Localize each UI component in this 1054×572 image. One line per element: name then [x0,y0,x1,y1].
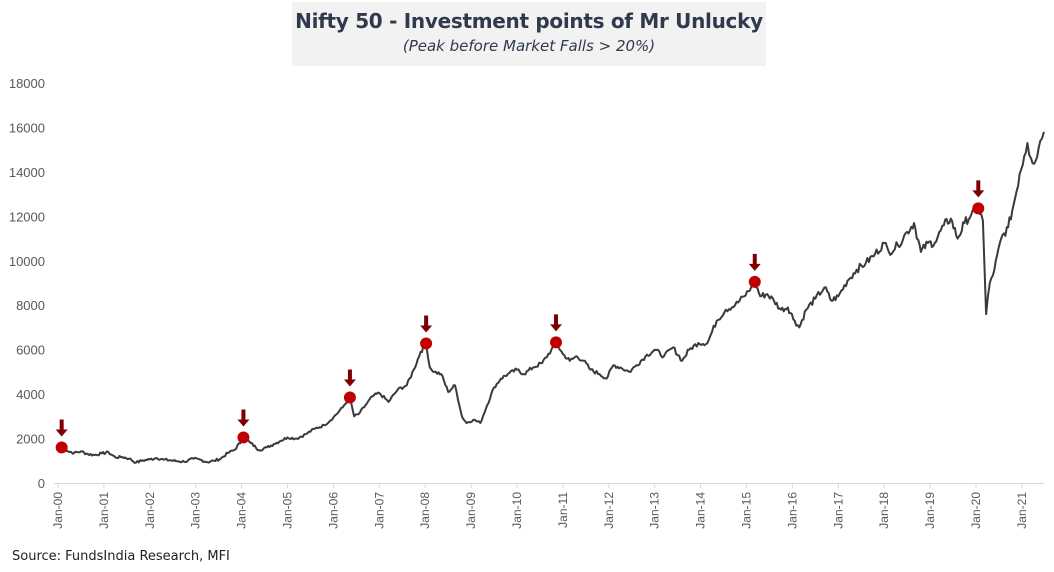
peak-marker [550,336,563,349]
down-arrow-icon [972,180,985,198]
x-tick-label: Jan-18 [877,492,891,529]
x-tick-label: Jan-06 [326,492,340,529]
x-tick-label: Jan-14 [694,492,708,529]
peak-marker [55,441,68,454]
x-tick-label: Jan-09 [464,492,478,529]
down-arrow-icon [550,314,563,332]
peak-marker [420,337,433,350]
x-tick-label: Jan-15 [740,492,754,529]
down-arrow-icon [55,419,68,437]
down-arrow-icon [420,315,433,333]
y-tick-label: 8000 [16,298,45,313]
x-tick-label: Jan-08 [418,492,432,529]
x-tick-label: Jan-19 [923,492,937,529]
x-tick-label: Jan-00 [51,492,65,529]
y-tick-label: 2000 [16,432,45,447]
x-tick-label: Jan-13 [648,492,662,529]
chart-subtitle: (Peak before Market Falls > 20%) [402,37,656,55]
markers-layer [55,180,985,454]
y-tick-label: 12000 [9,209,45,224]
series-layer [61,131,1045,464]
chart-title-box: Nifty 50 - Investment points of Mr Unluc… [292,2,766,66]
peak-marker [972,202,985,215]
x-tick-label: Jan-01 [97,492,111,529]
x-tick-label: Jan-20 [969,492,983,529]
down-arrow-icon [748,253,761,271]
chart-title: Nifty 50 - Investment points of Mr Unluc… [295,9,763,33]
x-tick-label: Jan-10 [510,492,524,529]
peak-marker [343,391,356,404]
down-arrow-icon [343,369,356,387]
source-note: Source: FundsIndia Research, MFI [12,549,230,564]
y-tick-label: 18000 [9,76,45,91]
y-tick-label: 10000 [9,254,45,269]
x-tick-label: Jan-07 [372,492,386,529]
x-tick-label: Jan-16 [785,492,799,529]
series-line [61,131,1045,464]
y-tick-label: 0 [38,476,45,491]
y-tick-label: 6000 [16,343,45,358]
y-tick-label: 16000 [9,120,45,135]
x-tick-label: Jan-03 [189,492,203,529]
x-tick-label: Jan-11 [556,492,570,528]
x-tick-label: Jan-21 [1015,492,1029,529]
x-axis: Jan-00 Jan-01 Jan-02 Jan-03 Jan-04 Jan-05 Jan-… [51,483,1044,529]
x-tick-label: Jan-12 [602,492,616,529]
y-tick-label: 4000 [16,387,45,402]
x-tick-label: Jan-17 [831,492,845,529]
y-tick-label: 14000 [9,165,45,180]
x-tick-label: Jan-05 [281,492,295,529]
peak-marker [237,431,250,444]
down-arrow-icon [237,409,250,427]
x-tick-label: Jan-04 [235,492,249,529]
peak-marker [748,275,761,288]
x-tick-label: Jan-02 [143,492,157,529]
y-axis: 0 2000 4000 6000 8000 10000 12000 14000 16000 180… [9,76,45,491]
